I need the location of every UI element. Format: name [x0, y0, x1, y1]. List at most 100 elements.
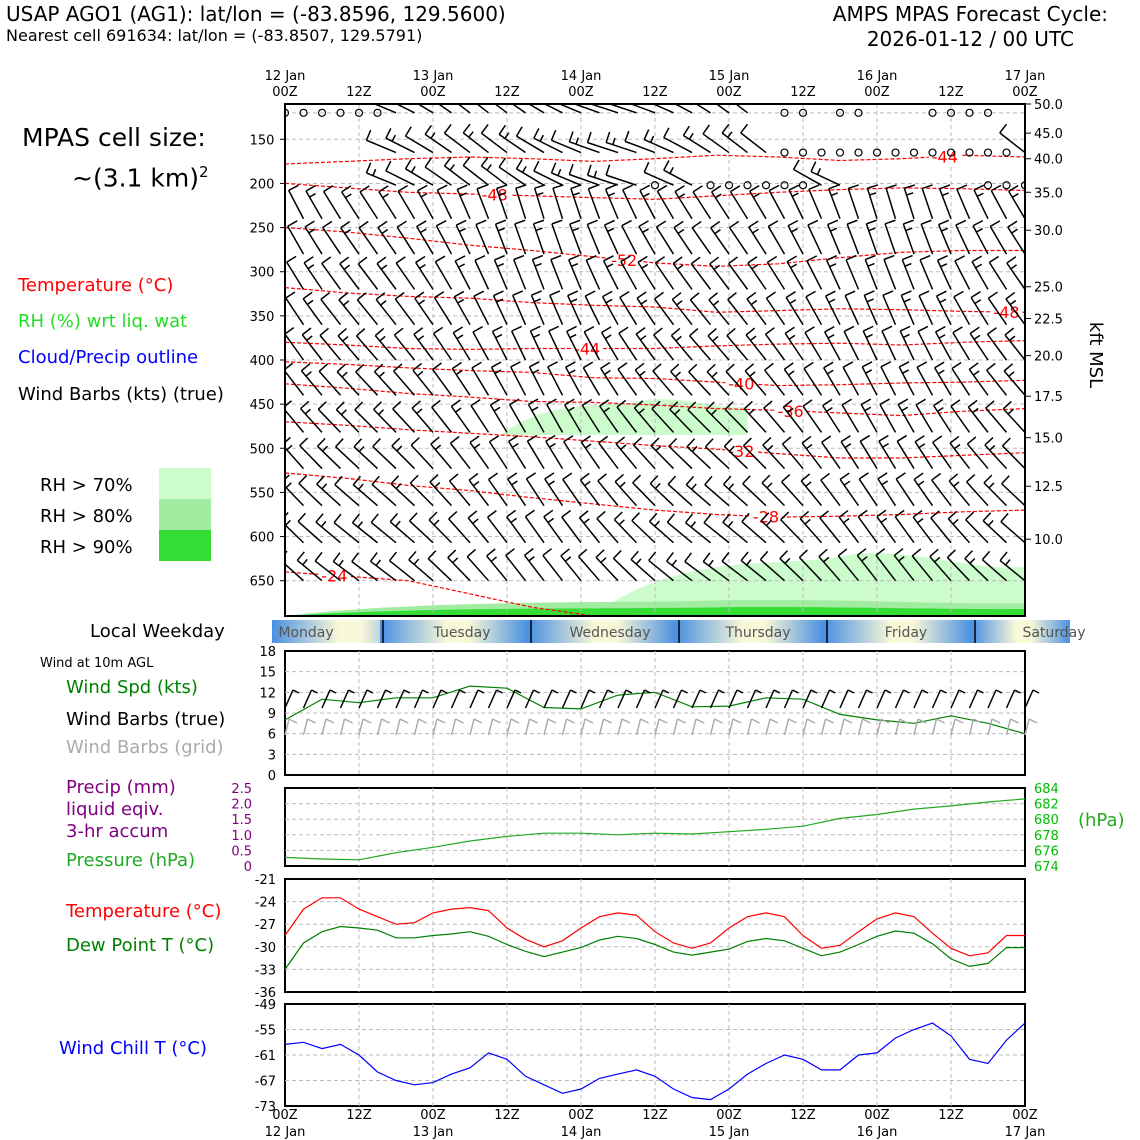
wind-barb [1001, 437, 1025, 470]
wind-barb-feather [463, 84, 470, 93]
wind-barb [663, 160, 693, 186]
wind-barb [798, 549, 823, 582]
wind-barb-feather [471, 361, 482, 369]
wind-barb [973, 184, 989, 220]
wind-barb [526, 434, 545, 469]
wind-barb-feather [953, 481, 960, 487]
wind-barb-feather [929, 548, 939, 558]
wind-barb-shaft [433, 297, 453, 326]
surface-wind-barb [765, 689, 775, 709]
wind-barb-shaft [723, 483, 748, 507]
wind10m-tick-label: 3 [268, 748, 276, 763]
wind-barb-feather [934, 556, 941, 563]
wind-barb-shaft [808, 189, 823, 220]
wind-barb-feather [570, 298, 578, 303]
grid-wind-barb-feather [1028, 718, 1038, 724]
wind-barb [706, 363, 730, 396]
wind-barb-shaft [495, 188, 508, 220]
calm-wind-circle [817, 148, 826, 157]
wind-barb [510, 361, 527, 396]
wind-barb-feather [931, 472, 942, 481]
wind-barb-shaft [670, 334, 693, 361]
wind-barb-shaft [285, 216, 286, 219]
wind-barb-shaft [409, 482, 434, 507]
wind-barb-shaft [845, 259, 860, 290]
wind-barb [397, 184, 416, 220]
grid-wind-barb-feather [936, 718, 945, 724]
wind-barb-feather [615, 436, 626, 445]
wind-barb-feather [620, 255, 631, 263]
wind-barb-shaft [352, 484, 378, 507]
wind-barb [839, 472, 860, 507]
wind-barb-feather [409, 512, 418, 522]
wind-barb-feather [458, 227, 466, 233]
wind-barb-feather [976, 228, 983, 233]
wind-barb-shaft [953, 296, 971, 326]
wind-barb-feather [911, 548, 922, 557]
wind-barb-shaft [370, 521, 397, 544]
forecast-cycle-line1: AMPS MPAS Forecast Cycle: [832, 2, 1108, 26]
wind-barb-feather [476, 184, 488, 190]
wind-barb-feather [575, 137, 580, 145]
wind-barb [762, 436, 786, 470]
wind-barb-shaft [880, 366, 897, 396]
wind-barb-feather [819, 510, 829, 519]
wind-barb-shaft [709, 263, 730, 290]
wind-barb-feather [320, 292, 331, 300]
wind-barb [667, 475, 693, 507]
surface-wind-barb-feather [940, 689, 947, 694]
wind-barb-shaft [734, 104, 748, 114]
wind-barb-shaft [577, 556, 601, 582]
wind-barb-shaft [704, 484, 730, 507]
wind-barb-feather [822, 398, 833, 407]
wind-barb-shaft [376, 263, 397, 290]
wind-barb-shaft [582, 367, 601, 396]
wind-barb-feather [671, 559, 678, 566]
wind-barb-feather [901, 406, 909, 412]
surface-wind-barb [524, 689, 535, 709]
wind-barb [882, 290, 897, 325]
wind-barb-feather [829, 263, 837, 268]
wind-barb-feather [916, 518, 924, 524]
temp-contour--36 [285, 383, 1025, 417]
surface-wind-barb-feather [681, 689, 688, 694]
wind-barb-feather [742, 475, 751, 485]
wind-barb [972, 219, 989, 255]
surface-wind-barb [1005, 689, 1016, 709]
wind-barb [443, 124, 471, 154]
calm-wind-circle [761, 181, 771, 190]
wind-barb-feather [921, 184, 933, 190]
windchill-tick-label: -73 [255, 1100, 276, 1115]
pressure-tick-label: 400 [250, 354, 275, 369]
wind-barb-feather [612, 137, 616, 145]
wind-barb-shaft [434, 261, 453, 290]
wind-barb [856, 548, 878, 582]
wind-barb-feather [508, 434, 519, 442]
wind-barb-shaft [621, 225, 638, 255]
wind-barb [631, 512, 656, 544]
wind-barb [302, 291, 323, 326]
wind-barb-feather [616, 399, 627, 408]
wind-barb-shaft [449, 442, 471, 470]
wind-barb-feather [885, 184, 897, 189]
wind-barb-feather [669, 401, 679, 410]
surface-wind-barb [913, 689, 923, 709]
wind-barb-feather [568, 254, 580, 261]
dewpoint-panel-label: Dew Point T (°C) [66, 935, 215, 956]
temp-tick-label: -24 [255, 896, 276, 911]
wind-barb-shaft [673, 104, 693, 114]
grid-wind-barb [1024, 718, 1030, 736]
wind-barb [527, 398, 545, 433]
wind-barb-shaft [935, 295, 952, 326]
wind-barb-feather [435, 255, 446, 263]
wind-barb [877, 472, 897, 507]
wind-barb-feather [567, 290, 579, 297]
wind-barb-shaft [530, 294, 545, 325]
wind-barb [395, 256, 416, 290]
wind-barb-feather [783, 362, 794, 370]
wind-barb-shaft [618, 332, 638, 361]
surface-wind-barb [487, 689, 498, 709]
wind-barb-shaft [798, 556, 823, 582]
wind-barb-feather [619, 481, 626, 488]
wind-barb-feather [514, 219, 526, 225]
